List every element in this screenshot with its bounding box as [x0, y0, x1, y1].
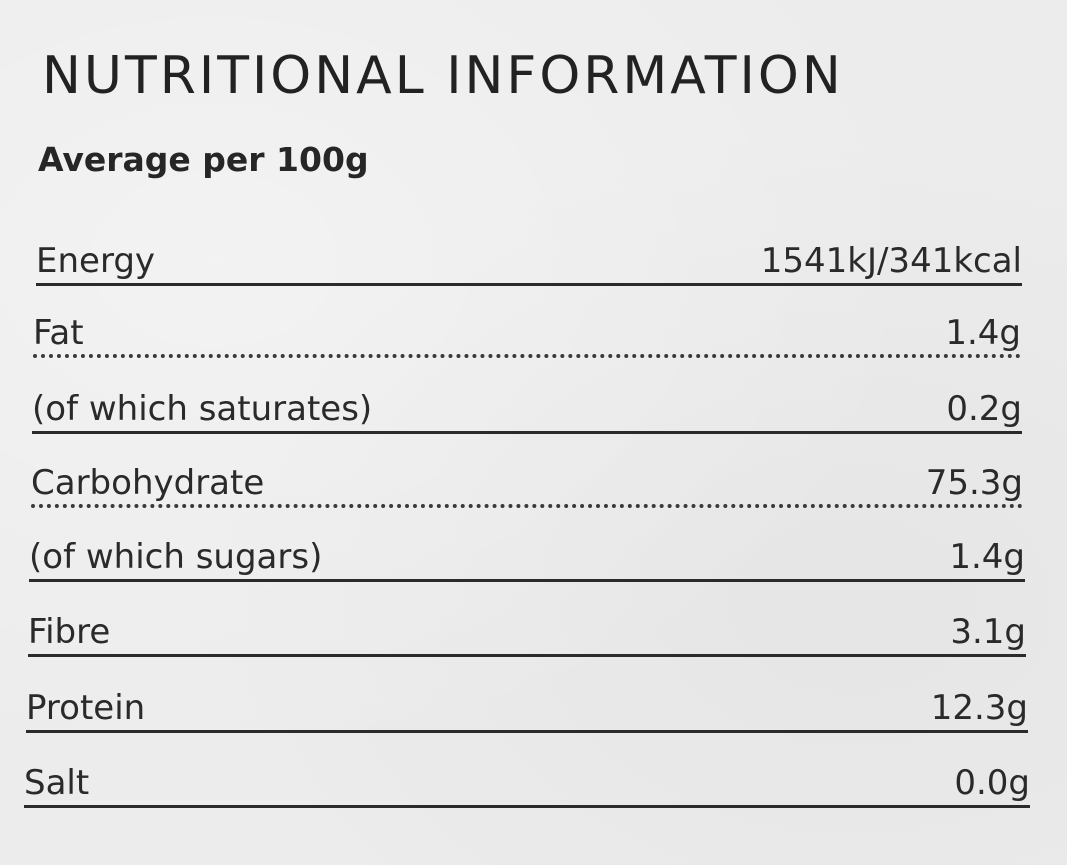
nutrient-label: Protein: [26, 688, 146, 728]
nutrient-value: 1.4g: [945, 313, 1021, 353]
nutrient-label: (of which sugars): [29, 537, 323, 577]
nutrition-row-sugars: (of which sugars) 1.4g: [29, 522, 1025, 582]
nutrition-row-energy: Energy 1541kJ/341kcal: [36, 226, 1022, 286]
serving-basis: Average per 100g: [38, 140, 369, 179]
nutrient-value: 1541kJ/341kcal: [760, 241, 1022, 281]
nutrition-row-fibre: Fibre 3.1g: [28, 597, 1026, 657]
row-divider: [33, 354, 1021, 358]
nutrient-label: Salt: [24, 763, 90, 803]
page-title: NUTRITIONAL INFORMATION: [42, 46, 844, 106]
nutrient-value: 12.3g: [930, 688, 1028, 728]
row-divider: [36, 283, 1022, 286]
nutrient-label: Carbohydrate: [31, 463, 265, 503]
nutrition-row-salt: Salt 0.0g: [24, 748, 1030, 808]
nutrition-row-saturates: (of which saturates) 0.2g: [32, 374, 1022, 434]
nutrition-row-fat: Fat 1.4g: [33, 298, 1021, 358]
row-divider: [31, 504, 1023, 508]
nutrient-value: 75.3g: [925, 463, 1023, 503]
nutrition-row-carbohydrate: Carbohydrate 75.3g: [31, 448, 1023, 508]
row-divider: [24, 805, 1030, 808]
nutrient-value: 3.1g: [950, 612, 1026, 652]
nutrient-label: Energy: [36, 241, 156, 281]
nutrient-label: Fat: [33, 313, 84, 353]
row-divider: [26, 730, 1028, 733]
nutrient-value: 1.4g: [949, 537, 1025, 577]
row-divider: [32, 431, 1022, 434]
nutrient-value: 0.2g: [946, 389, 1022, 429]
row-divider: [28, 654, 1026, 657]
row-divider: [29, 579, 1025, 582]
nutrient-label: (of which saturates): [32, 389, 373, 429]
nutrition-row-protein: Protein 12.3g: [26, 673, 1028, 733]
nutrient-label: Fibre: [28, 612, 111, 652]
nutrient-value: 0.0g: [954, 763, 1030, 803]
